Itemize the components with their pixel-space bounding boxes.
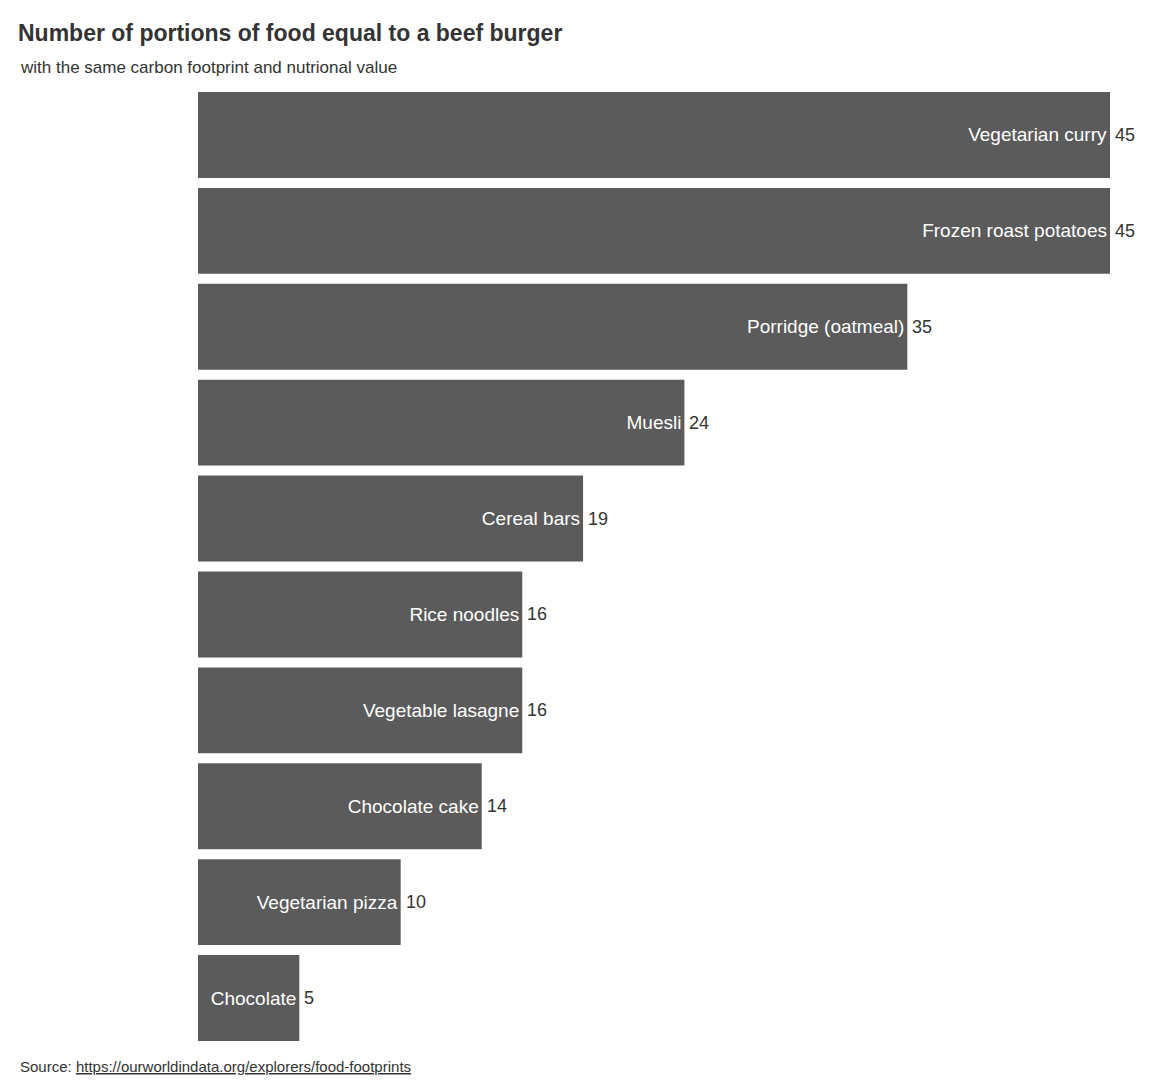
- svg-text:16: 16: [527, 700, 547, 720]
- svg-text:19: 19: [588, 509, 608, 529]
- svg-text:45: 45: [1115, 125, 1135, 145]
- svg-text:Muesli: Muesli: [626, 412, 681, 433]
- svg-text:45: 45: [1115, 221, 1135, 241]
- svg-text:Source: https://ourworldindata: Source: https://ourworldindata.org/explo…: [20, 1058, 411, 1075]
- svg-text:Chocolate cake: Chocolate cake: [348, 796, 479, 817]
- svg-text:14: 14: [487, 796, 507, 816]
- svg-text:24: 24: [689, 413, 709, 433]
- svg-text:Vegetable lasagne: Vegetable lasagne: [363, 700, 519, 721]
- svg-text:5: 5: [304, 988, 314, 1008]
- svg-text:Vegetarian curry: Vegetarian curry: [968, 124, 1107, 145]
- svg-text:Cereal bars: Cereal bars: [482, 508, 580, 529]
- svg-text:with the same carbon footprint: with the same carbon footprint and nutri…: [20, 58, 397, 77]
- svg-text:Number of portions of food equ: Number of portions of food equal to a be…: [18, 20, 562, 46]
- svg-text:16: 16: [527, 604, 547, 624]
- svg-text:10: 10: [406, 892, 426, 912]
- svg-text:Vegetarian pizza: Vegetarian pizza: [257, 892, 398, 913]
- svg-text:Chocolate: Chocolate: [211, 988, 297, 1009]
- svg-text:Rice noodles: Rice noodles: [409, 604, 519, 625]
- svg-text:35: 35: [912, 317, 932, 337]
- svg-text:Porridge (oatmeal): Porridge (oatmeal): [747, 316, 904, 337]
- svg-text:Frozen roast potatoes: Frozen roast potatoes: [922, 220, 1107, 241]
